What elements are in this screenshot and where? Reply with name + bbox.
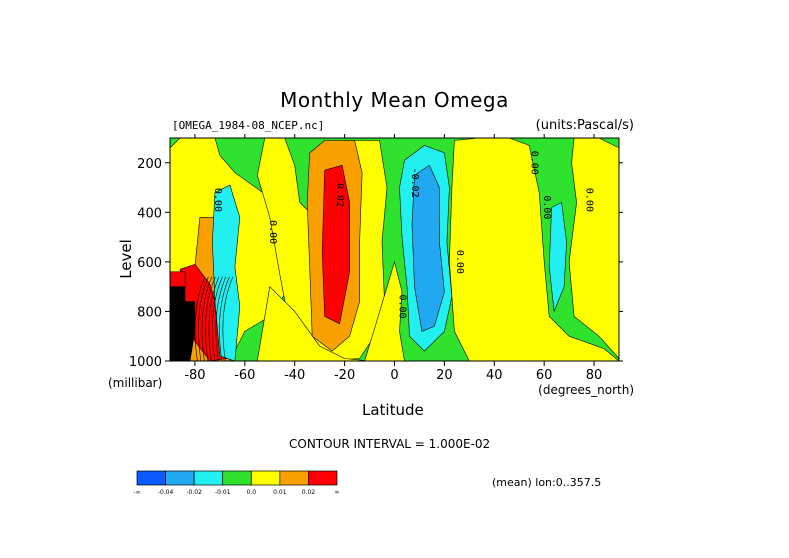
- contour-line: [212, 276, 223, 361]
- colorbar-label: 0.0: [247, 489, 257, 496]
- y-tick-label: 1000: [129, 355, 162, 370]
- colorbar-swatch: [308, 470, 338, 486]
- x-axis-unit: (degrees_north): [538, 383, 634, 397]
- colorbar-label: -∞: [133, 489, 140, 496]
- x-tick-label: -60: [234, 368, 255, 383]
- contour-line: [198, 276, 209, 361]
- x-tick-label: 60: [536, 368, 553, 383]
- colorbar-swatch: [165, 470, 195, 486]
- region-yellow-eq-low: [364, 260, 405, 361]
- colorbar-label: -0.01: [215, 489, 231, 496]
- contour-labels: 0.00 0.00 0.02 -0.02 0.00 0.00 0.00 0.00 0.00: [212, 151, 595, 319]
- colorbar: -∞ -0.04 -0.02 -0.01 0.0 0.01 0.02 ∞: [133, 470, 340, 496]
- contour-label: -0.02: [409, 168, 420, 198]
- colorbar-label: -0.02: [186, 489, 202, 496]
- colorbar-label: 0.02: [302, 489, 316, 496]
- contour-line: [205, 276, 216, 361]
- colorbar-label: 0.01: [273, 489, 287, 496]
- colorbar-swatch: [222, 470, 252, 486]
- x-axis-title: Latitude: [362, 401, 424, 419]
- region-yellow-nh-polar: [568, 138, 619, 359]
- colorbar-swatch: [193, 470, 224, 486]
- contour-interval-label: CONTOUR INTERVAL = 1.000E-02: [289, 437, 491, 451]
- region-red-subtropic: [321, 164, 350, 325]
- colorbar-swatch: [250, 470, 281, 486]
- x-tick-label: -40: [284, 368, 305, 383]
- x-tick-label: -20: [334, 368, 355, 383]
- chart-title: Monthly Mean Omega: [280, 88, 509, 112]
- contour-label: 0.00: [584, 188, 595, 212]
- region-blue-itcz: [411, 164, 445, 332]
- contour-label: 0.00: [454, 250, 465, 274]
- contour-line: [208, 276, 220, 361]
- contour-line: [219, 276, 230, 361]
- contour-line: [222, 276, 234, 361]
- contour-line: [201, 276, 213, 361]
- region-cyan-nh: [548, 201, 567, 312]
- contour-line: [194, 276, 206, 361]
- x-tick-label: 0: [390, 368, 398, 383]
- y-axis: 200 400 600 800 1000: [129, 157, 623, 370]
- x-tick-label: 40: [486, 368, 503, 383]
- region-yellow-low: [256, 286, 370, 361]
- contour-label: 0.00: [212, 188, 223, 212]
- contour-label: 0.00: [529, 151, 540, 175]
- y-tick-label: 800: [137, 305, 162, 320]
- contour-label: 0.02: [334, 183, 345, 207]
- colorbar-swatch: [279, 470, 309, 486]
- dataset-label: [OMEGA_1984-08_NCEP.nc]: [172, 119, 325, 132]
- region-missing-topography: [170, 286, 196, 361]
- y-tick-label: 200: [137, 157, 162, 172]
- contour-line: [215, 276, 227, 361]
- omega-field: [170, 138, 619, 361]
- colorbar-label: ∞: [335, 489, 340, 496]
- region-red-edge: [170, 271, 186, 287]
- x-axis: -80 -60 -40 -20 0 20 40 60 80: [184, 134, 602, 383]
- y-axis-unit: (millibar): [108, 376, 163, 390]
- contour-label: 0.00: [267, 220, 278, 244]
- region-cyan-sh: [212, 184, 241, 361]
- contour-label: 0.00: [541, 195, 552, 219]
- colorbar-swatch: [136, 470, 166, 486]
- mean-lon-label: (mean) lon:0..357.5: [492, 476, 602, 489]
- x-tick-label: 80: [586, 368, 603, 383]
- x-tick-label: 20: [436, 368, 453, 383]
- x-tick-label: -80: [184, 368, 205, 383]
- y-tick-label: 400: [137, 206, 162, 221]
- contour-label: 0.00: [396, 294, 407, 318]
- colorbar-label: -0.04: [158, 489, 174, 496]
- units-label: (units:Pascal/s): [535, 118, 634, 133]
- y-tick-label: 600: [137, 256, 162, 271]
